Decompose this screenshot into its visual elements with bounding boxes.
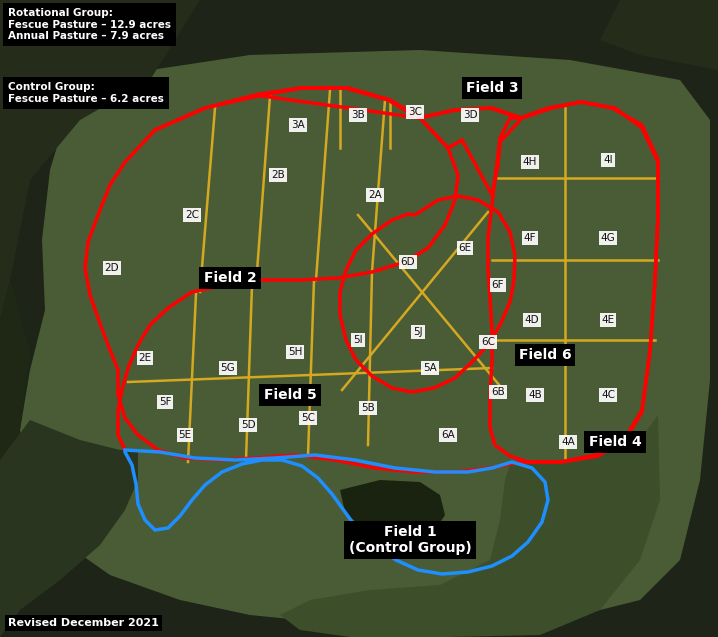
Text: 5H: 5H	[288, 347, 302, 357]
Text: 6C: 6C	[481, 337, 495, 347]
Text: 2D: 2D	[105, 263, 119, 273]
Text: Rotational Group:
Fescue Pasture – 12.9 acres
Annual Pasture – 7.9 acres: Rotational Group: Fescue Pasture – 12.9 …	[8, 8, 171, 41]
Polygon shape	[340, 480, 445, 538]
Text: 4E: 4E	[602, 315, 615, 325]
Text: 4H: 4H	[523, 157, 537, 167]
Text: Field 6: Field 6	[518, 348, 572, 362]
Text: 5A: 5A	[423, 363, 437, 373]
Text: 4D: 4D	[525, 315, 539, 325]
Text: 5E: 5E	[179, 430, 192, 440]
Text: 2C: 2C	[185, 210, 199, 220]
Text: 5G: 5G	[220, 363, 236, 373]
Text: 2A: 2A	[368, 190, 382, 200]
Text: 5B: 5B	[361, 403, 375, 413]
Polygon shape	[600, 0, 718, 70]
Text: 6D: 6D	[401, 257, 415, 267]
Text: 5C: 5C	[301, 413, 315, 423]
Text: 4B: 4B	[528, 390, 542, 400]
Text: 5J: 5J	[413, 327, 423, 337]
Text: 3A: 3A	[291, 120, 305, 130]
Text: Field 2: Field 2	[204, 271, 256, 285]
Polygon shape	[20, 50, 710, 630]
Text: 4A: 4A	[561, 437, 575, 447]
Text: 6A: 6A	[441, 430, 455, 440]
Text: 3B: 3B	[351, 110, 365, 120]
Text: Revised December 2021: Revised December 2021	[8, 618, 159, 628]
Text: 2E: 2E	[139, 353, 151, 363]
Text: 4F: 4F	[523, 233, 536, 243]
Text: 5D: 5D	[241, 420, 256, 430]
Text: 3D: 3D	[462, 110, 477, 120]
Polygon shape	[0, 420, 138, 637]
Text: 5F: 5F	[159, 397, 172, 407]
Text: Field 4: Field 4	[589, 435, 641, 449]
Text: Control Group:
Fescue Pasture – 6.2 acres: Control Group: Fescue Pasture – 6.2 acre…	[8, 82, 164, 104]
Text: 3C: 3C	[408, 107, 422, 117]
Text: 6E: 6E	[458, 243, 472, 253]
Text: Field 3: Field 3	[466, 81, 518, 95]
Text: Field 5: Field 5	[264, 388, 317, 402]
Text: 6B: 6B	[491, 387, 505, 397]
Text: 6F: 6F	[492, 280, 504, 290]
Text: 2B: 2B	[271, 170, 285, 180]
Text: 4G: 4G	[601, 233, 615, 243]
Polygon shape	[280, 415, 660, 637]
Text: Field 1
(Control Group): Field 1 (Control Group)	[349, 525, 472, 555]
Text: 4C: 4C	[601, 390, 615, 400]
Polygon shape	[0, 0, 200, 320]
Text: 4I: 4I	[603, 155, 612, 165]
Polygon shape	[0, 280, 30, 500]
Text: 5I: 5I	[353, 335, 363, 345]
